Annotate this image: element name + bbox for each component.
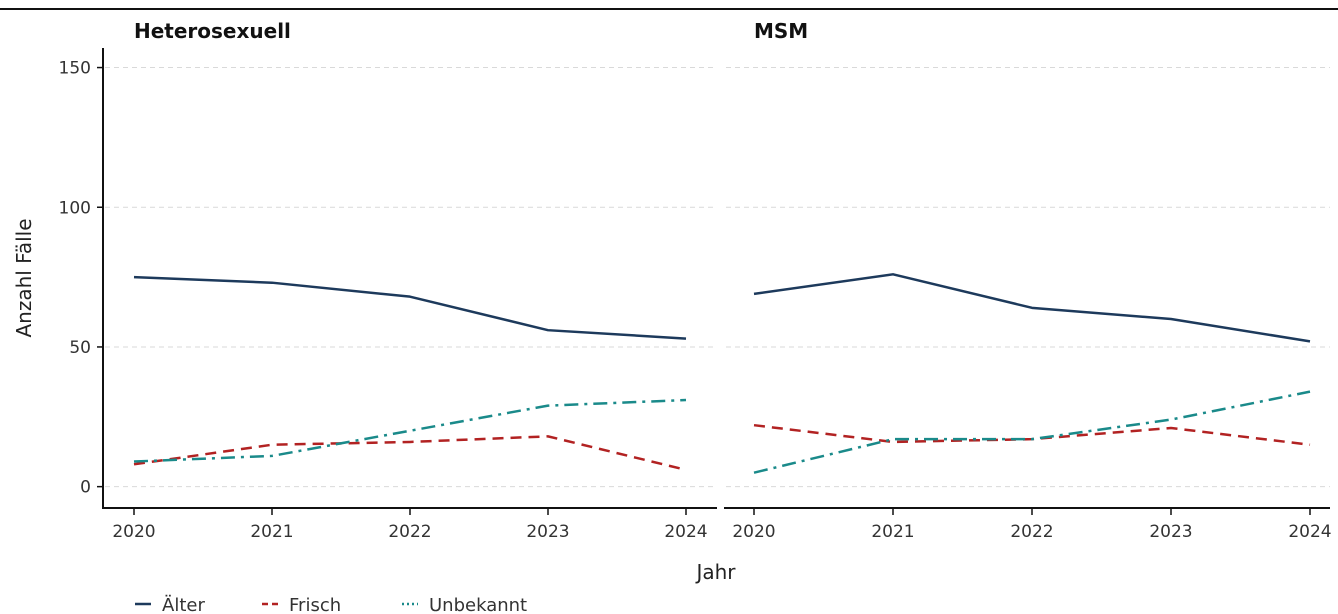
legend-label: Unbekannt: [429, 595, 527, 614]
series-lines-msm: [753, 273, 1311, 474]
legend-label: Frisch: [289, 595, 341, 614]
series-line-unbekannt: [753, 390, 1311, 474]
x-tick-label: 2020: [732, 522, 775, 542]
y-tick-label: 0: [80, 478, 91, 498]
x-tick-label: 2024: [664, 522, 707, 542]
x-tick-label: 2024: [1288, 522, 1331, 542]
x-tick-label: 2022: [388, 522, 431, 542]
x-axis-title: Jahr: [694, 560, 736, 584]
x-tick-label: 2021: [250, 522, 293, 542]
y-tick-label: 100: [59, 198, 91, 218]
x-tick-label: 2022: [1010, 522, 1053, 542]
x-tick-label: 2023: [526, 522, 569, 542]
panel-title-msm: MSM: [754, 19, 808, 43]
y-ticks: 0 50 100 150: [59, 59, 103, 498]
y-axis-title: Anzahl Fälle: [12, 218, 36, 337]
gridlines-msm: [726, 67, 1330, 488]
series-lines-heterosexuell: [133, 275, 687, 472]
x-ticks-heterosexuell: 2020 2021 2022 2023 2024: [112, 509, 708, 542]
series-line-unbekannt: [133, 398, 687, 463]
series-line--lter: [753, 273, 1311, 343]
panel-heterosexuell: Heterosexuell 2020 2021 2022 2023 2024: [102, 19, 717, 542]
series-line-frisch: [753, 423, 1311, 446]
legend-label: Älter: [162, 595, 205, 614]
y-tick-label: 50: [69, 338, 91, 358]
series-line-frisch: [133, 435, 687, 472]
panel-title-heterosexuell: Heterosexuell: [134, 19, 291, 43]
x-ticks-msm: 2020 2021 2022 2023 2024: [732, 509, 1332, 542]
legend: Älter Frisch Unbekannt: [135, 595, 527, 614]
panel-msm: MSM 2020 2021 2022 2023 2024: [724, 19, 1332, 542]
x-tick-label: 2021: [871, 522, 914, 542]
series-line--lter: [133, 275, 687, 340]
x-tick-label: 2020: [112, 522, 155, 542]
x-tick-label: 2023: [1149, 522, 1192, 542]
y-tick-label: 150: [59, 59, 91, 79]
gridlines-heterosexuell: [105, 67, 717, 488]
